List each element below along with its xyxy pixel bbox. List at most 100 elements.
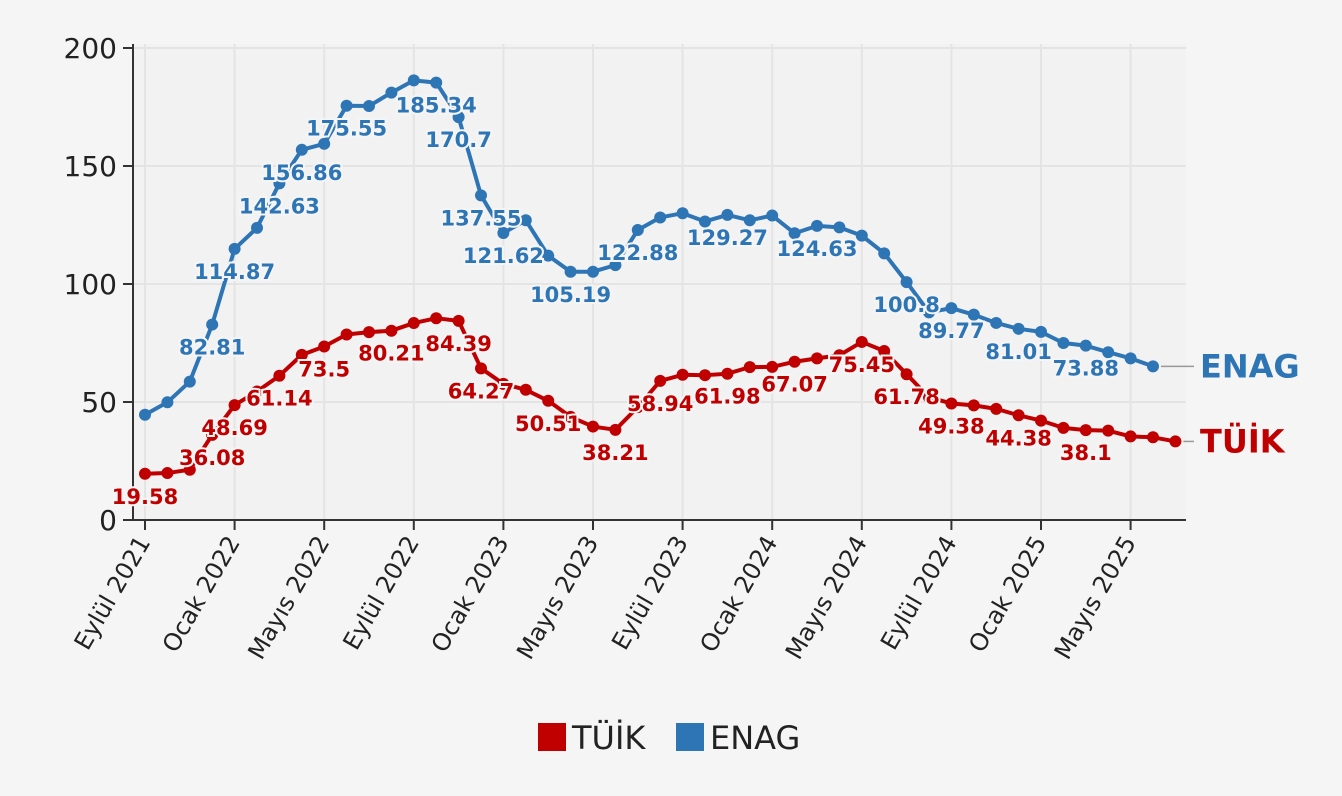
data-label-enag: 114.87 [194, 260, 275, 284]
data-point-tuik [766, 360, 779, 373]
data-label-enag: 156.86 [261, 161, 342, 185]
data-point-enag [564, 265, 577, 278]
data-point-tuik [945, 397, 958, 410]
data-point-enag [228, 242, 241, 255]
x-tick-label: Eylül 2021 [69, 531, 157, 655]
data-point-enag [766, 209, 779, 222]
data-point-tuik [1079, 424, 1092, 437]
data-label-enag: 142.63 [239, 194, 320, 218]
data-point-enag [183, 375, 196, 388]
data-point-tuik [251, 385, 263, 398]
data-point-tuik [587, 420, 599, 433]
data-point-enag [1124, 352, 1137, 365]
data-point-tuik [542, 394, 555, 407]
data-point-tuik [878, 345, 891, 358]
data-point-enag [430, 76, 443, 89]
y-tick-label: 0 [99, 504, 117, 537]
data-point-enag [878, 247, 891, 260]
data-point-tuik [206, 428, 219, 441]
data-point-tuik [833, 349, 846, 362]
data-point-enag [654, 211, 667, 224]
data-point-enag [407, 74, 420, 87]
data-point-enag [676, 207, 689, 220]
data-point-tuik [699, 369, 711, 382]
data-point-enag [340, 99, 353, 112]
end-label-enag: ENAG [1200, 347, 1300, 385]
data-point-tuik [721, 367, 734, 380]
data-label-tuik: 73.5 [298, 358, 350, 382]
data-label-enag: 81.01 [985, 340, 1051, 364]
data-label-enag: 100.8 [873, 293, 939, 317]
data-point-enag [385, 86, 398, 99]
data-point-tuik [811, 352, 823, 365]
data-label-tuik: 61.98 [694, 385, 760, 409]
data-point-enag [497, 226, 510, 239]
data-point-tuik [967, 399, 980, 412]
data-point-enag [251, 221, 263, 234]
data-label-tuik: 61.78 [873, 385, 939, 409]
data-point-enag [699, 215, 711, 228]
data-point-tuik [564, 410, 577, 423]
series-line-enag [144, 78, 1154, 417]
data-point-enag [542, 249, 555, 262]
data-point-tuik [676, 368, 689, 381]
end-label-tuik: TÜİK [1200, 422, 1286, 460]
data-point-enag [1057, 337, 1070, 349]
data-point-enag [967, 308, 980, 321]
x-tick-label: Mayıs 2024 [780, 531, 873, 664]
data-point-enag [519, 214, 532, 227]
data-label-enag: 185.34 [396, 94, 477, 118]
data-point-enag [631, 224, 644, 237]
data-point-tuik [1147, 431, 1159, 444]
x-tick-label: Ocak 2024 [694, 531, 783, 657]
data-point-tuik [139, 467, 151, 480]
data-point-tuik [407, 317, 420, 330]
data-point-enag [833, 221, 846, 234]
data-label-tuik: 50.51 [515, 412, 581, 436]
data-label-tuik: 61.14 [246, 387, 312, 411]
plot-area [133, 44, 1186, 520]
data-point-tuik [788, 355, 801, 368]
y-tick-label: 100 [64, 268, 117, 301]
data-point-tuik [1102, 424, 1115, 437]
data-label-enag: 137.55 [440, 206, 521, 230]
x-tick-label: Mayıs 2022 [242, 531, 335, 664]
data-label-tuik: 38.21 [582, 441, 648, 465]
data-point-tuik [452, 314, 465, 327]
data-point-enag [1079, 339, 1092, 352]
data-label-enag: 124.63 [776, 237, 857, 261]
data-point-enag [788, 227, 801, 240]
data-label-tuik: 67.07 [761, 373, 827, 397]
data-point-enag [1035, 325, 1047, 338]
data-point-enag [1147, 360, 1159, 373]
x-tick-label: Ocak 2025 [963, 531, 1052, 657]
x-tick-label: Eylül 2024 [875, 531, 963, 655]
x-tick-label: Ocak 2023 [426, 531, 515, 657]
x-tick-label: Mayıs 2025 [1049, 531, 1142, 664]
legend-swatch-enag [676, 723, 704, 751]
data-label-tuik: 38.1 [1060, 441, 1112, 465]
data-point-tuik [475, 362, 487, 375]
data-point-tuik [1012, 409, 1025, 422]
data-label-tuik: 44.38 [985, 426, 1051, 450]
legend-swatch-tuik [538, 723, 566, 751]
data-label-tuik: 84.39 [425, 332, 491, 356]
data-point-tuik [228, 399, 241, 412]
data-point-tuik [1035, 414, 1047, 427]
y-tick-label: 50 [81, 386, 117, 419]
data-label-tuik: 19.58 [112, 485, 178, 509]
data-point-enag [206, 318, 219, 331]
data-point-tuik [519, 383, 532, 396]
data-label-enag: 122.88 [597, 241, 678, 265]
data-point-tuik [609, 423, 622, 436]
data-point-tuik [385, 324, 398, 337]
legend-label-enag: ENAG [710, 719, 800, 757]
data-label-tuik: 36.08 [179, 446, 245, 470]
data-label-enag: 175.55 [306, 117, 387, 141]
data-point-enag [587, 265, 599, 278]
data-point-tuik [1057, 421, 1070, 434]
data-point-enag [990, 316, 1003, 329]
y-tick-label: 200 [64, 32, 117, 65]
data-point-tuik [273, 369, 286, 382]
data-point-enag [811, 219, 823, 232]
